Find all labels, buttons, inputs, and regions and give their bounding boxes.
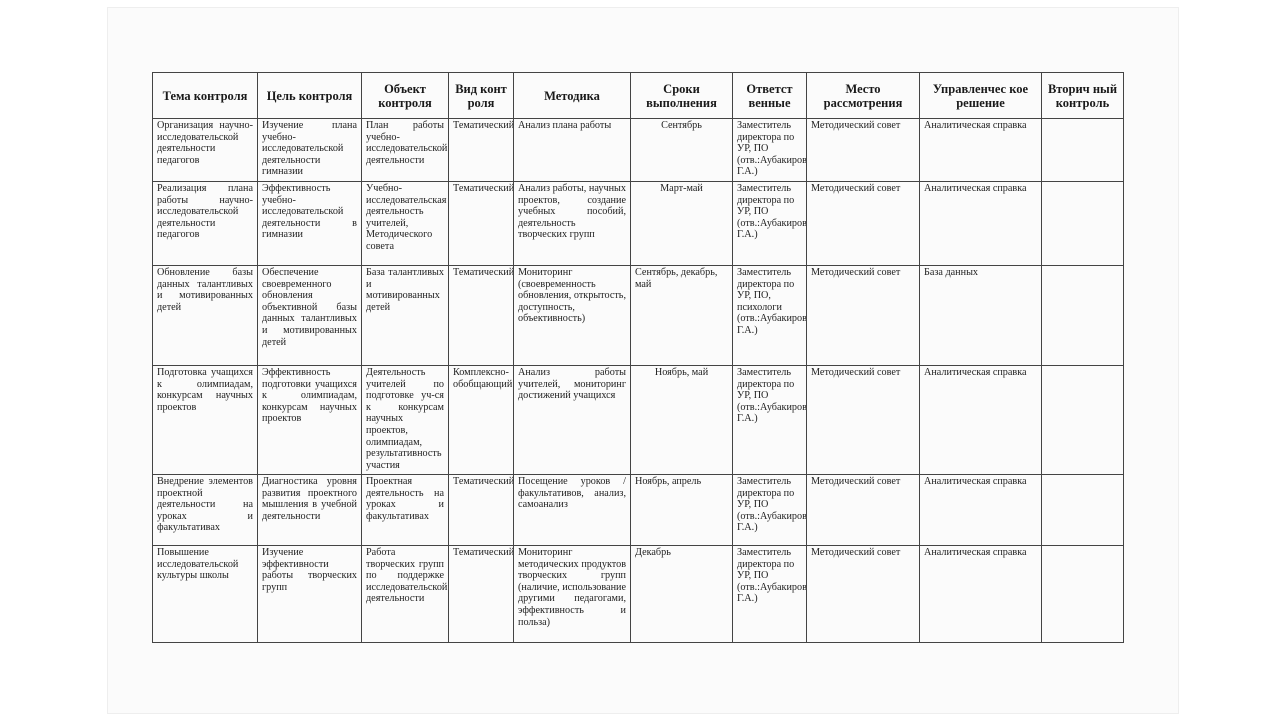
cell-method: Анализ работы учителей, мониторинг дости… <box>513 365 631 475</box>
cell-object: План работы учебно-исследовательской дея… <box>361 118 449 182</box>
cell-secondary-control <box>1041 365 1124 475</box>
cell-review-place: Методический совет <box>806 474 920 546</box>
cell-deadline: Ноябрь, апрель <box>630 474 733 546</box>
header-type: Вид конт роля <box>448 72 514 119</box>
cell-method: Анализ плана работы <box>513 118 631 182</box>
cell-goal: Диагностика уровня развития проектного м… <box>257 474 362 546</box>
table-row: Реализация плана работы научно-исследова… <box>152 181 1124 266</box>
cell-decision: Аналитическая справка <box>919 181 1042 266</box>
cell-goal: Эффективность учебно-исследовательской д… <box>257 181 362 266</box>
header-decision: Управленчес кое решение <box>919 72 1042 119</box>
cell-decision: Аналитическая справка <box>919 545 1042 643</box>
header-object: Объект контроля <box>361 72 449 119</box>
cell-method: Мониторинг методических продуктов творче… <box>513 545 631 643</box>
cell-object: Работа творческих групп по поддержке исс… <box>361 545 449 643</box>
cell-review-place: Методический совет <box>806 265 920 366</box>
table-row: Организация научно-исследовательской дея… <box>152 118 1124 182</box>
table-row: Подготовка учащихся к олимпиадам, конкур… <box>152 365 1124 475</box>
control-plan-table: Тема контроля Цель контроля Объект контрол… <box>152 72 1124 643</box>
header-secondary-control: Вторич ный контроль <box>1041 72 1124 119</box>
cell-topic: Повышение исследовательской культуры шко… <box>152 545 258 643</box>
cell-responsible: Заместитель директора по УР, ПО (отв.:Ау… <box>732 545 807 643</box>
cell-object: Проектная деятельность на уроках и факул… <box>361 474 449 546</box>
cell-topic: Подготовка учащихся к олимпиадам, конкур… <box>152 365 258 475</box>
cell-type: Тематический <box>448 545 514 643</box>
cell-deadline: Сентябрь <box>630 118 733 182</box>
cell-secondary-control <box>1041 474 1124 546</box>
cell-review-place: Методический совет <box>806 118 920 182</box>
cell-decision: Аналитическая справка <box>919 474 1042 546</box>
cell-type: Комплексно-обобщающий <box>448 365 514 475</box>
cell-responsible: Заместитель директора по УР, ПО (отв.:Ау… <box>732 474 807 546</box>
cell-topic: Реализация плана работы научно-исследова… <box>152 181 258 266</box>
cell-decision: Аналитическая справка <box>919 365 1042 475</box>
cell-object: Учебно-исследовательская деятельность уч… <box>361 181 449 266</box>
cell-object: Деятельность учителей по подготовке уч-с… <box>361 365 449 475</box>
cell-type: Тематический <box>448 118 514 182</box>
header-goal: Цель контроля <box>257 72 362 119</box>
cell-goal: Эффективность подготовки учащихся к олим… <box>257 365 362 475</box>
cell-deadline: Ноябрь, май <box>630 365 733 475</box>
cell-secondary-control <box>1041 181 1124 266</box>
header-topic: Тема контроля <box>152 72 258 119</box>
cell-decision: Аналитическая справка <box>919 118 1042 182</box>
cell-type: Тематический <box>448 265 514 366</box>
cell-method: Посещение уроков / факультативов, анализ… <box>513 474 631 546</box>
header-method: Методика <box>513 72 631 119</box>
cell-topic: Обновление базы данных талантливых и мот… <box>152 265 258 366</box>
cell-secondary-control <box>1041 545 1124 643</box>
cell-responsible: Заместитель директора по УР, ПО, психоло… <box>732 265 807 366</box>
cell-object: База талантливых и мотивированных детей <box>361 265 449 366</box>
cell-method: Мониторинг (своевременность обновления, … <box>513 265 631 366</box>
cell-secondary-control <box>1041 265 1124 366</box>
cell-responsible: Заместитель директора по УР, ПО (отв.:Ау… <box>732 118 807 182</box>
header-deadline: Сроки выполнения <box>630 72 733 119</box>
cell-responsible: Заместитель директора по УР, ПО (отв.:Ау… <box>732 181 807 266</box>
cell-goal: Изучение плана учебно-исследовательской … <box>257 118 362 182</box>
cell-goal: Изучение эффективности работы творческих… <box>257 545 362 643</box>
cell-responsible: Заместитель директора по УР, ПО (отв.:Ау… <box>732 365 807 475</box>
cell-type: Тематический <box>448 474 514 546</box>
cell-review-place: Методический совет <box>806 545 920 643</box>
cell-method: Анализ работы, научных проектов, создани… <box>513 181 631 266</box>
header-responsible: Ответст венные <box>732 72 807 119</box>
cell-secondary-control <box>1041 118 1124 182</box>
table-row: Повышение исследовательской культуры шко… <box>152 545 1124 643</box>
cell-goal: Обеспечение своевременного обновления об… <box>257 265 362 366</box>
header-row: Тема контроля Цель контроля Объект контрол… <box>152 72 1124 119</box>
cell-topic: Организация научно-исследовательской дея… <box>152 118 258 182</box>
cell-deadline: Март-май <box>630 181 733 266</box>
cell-type: Тематический <box>448 181 514 266</box>
table-row: Обновление базы данных талантливых и мот… <box>152 265 1124 366</box>
cell-deadline: Декабрь <box>630 545 733 643</box>
cell-topic: Внедрение элементов проектной деятельнос… <box>152 474 258 546</box>
table-row: Внедрение элементов проектной деятельнос… <box>152 474 1124 546</box>
cell-deadline: Сентябрь, декабрь, май <box>630 265 733 366</box>
header-review-place: Место рассмотрения <box>806 72 920 119</box>
cell-decision: База данных <box>919 265 1042 366</box>
cell-review-place: Методический совет <box>806 365 920 475</box>
cell-review-place: Методический совет <box>806 181 920 266</box>
